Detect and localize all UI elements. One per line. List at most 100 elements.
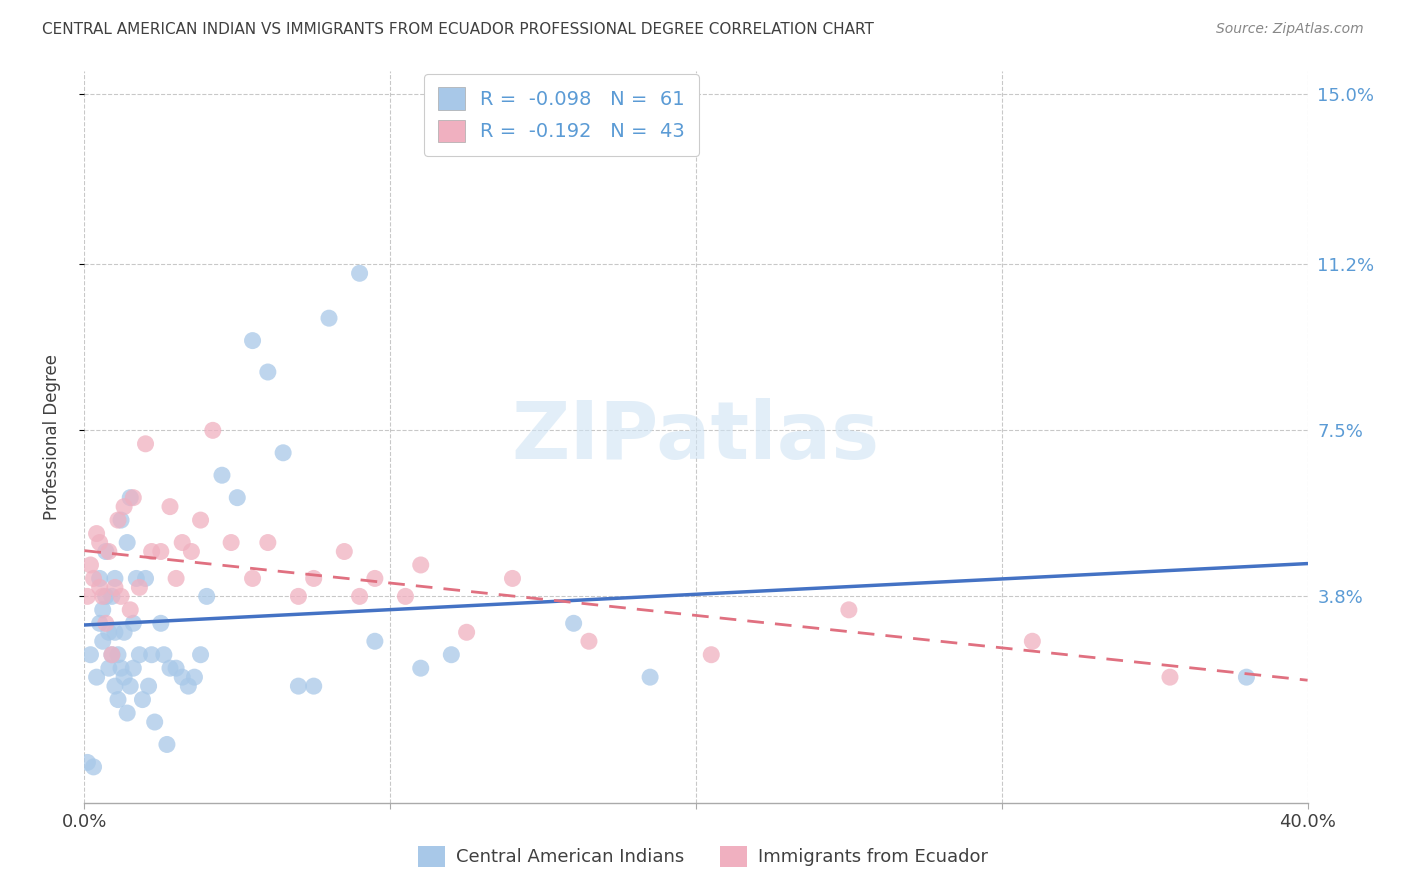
Point (104, 581, 127, 595)
Point (149, 616, 172, 631)
Point (115, 535, 138, 549)
Point (104, 625, 127, 640)
Point (302, 679, 325, 693)
Point (349, 590, 371, 604)
Point (110, 661, 132, 675)
Point (183, 670, 205, 684)
Point (135, 437, 157, 451)
Point (120, 491, 142, 505)
Point (394, 590, 416, 604)
Point (242, 571, 264, 585)
Point (562, 616, 585, 631)
Point (578, 634, 600, 648)
Point (172, 535, 194, 549)
Point (287, 679, 309, 693)
Point (107, 513, 129, 527)
Point (91, 590, 114, 604)
Point (141, 544, 163, 558)
Point (131, 692, 153, 706)
Point (838, 603, 860, 617)
Point (112, 500, 135, 514)
Point (86, 670, 108, 684)
Point (101, 648, 124, 662)
Point (172, 670, 194, 684)
Point (101, 648, 124, 662)
Point (107, 648, 129, 662)
Point (91, 634, 114, 648)
Point (120, 679, 142, 693)
Point (120, 603, 142, 617)
Point (76, 756, 98, 770)
Point (83, 760, 105, 774)
Point (180, 544, 202, 558)
Point (94, 616, 117, 631)
Point (122, 661, 145, 675)
Point (128, 648, 150, 662)
Point (141, 648, 163, 662)
Point (97, 625, 120, 640)
Legend: Central American Indians, Immigrants from Ecuador: Central American Indians, Immigrants fro… (411, 838, 995, 874)
Point (138, 679, 160, 693)
Point (638, 670, 661, 684)
Point (143, 714, 166, 729)
Point (226, 491, 249, 505)
Y-axis label: Professional Degree: Professional Degree (42, 354, 60, 520)
Point (1159, 670, 1181, 684)
Point (165, 661, 187, 675)
Point (409, 558, 432, 572)
Point (101, 590, 124, 604)
Point (1236, 670, 1258, 684)
Point (440, 648, 463, 662)
Point (115, 706, 138, 720)
Point (89, 571, 111, 585)
Point (110, 513, 132, 527)
Point (94, 544, 117, 558)
Point (257, 535, 280, 549)
Text: Source: ZipAtlas.com: Source: ZipAtlas.com (1216, 22, 1364, 37)
Point (409, 661, 432, 675)
Point (107, 692, 129, 706)
Point (97, 661, 120, 675)
Point (211, 468, 233, 483)
Point (79, 558, 101, 572)
Point (97, 544, 120, 558)
Point (190, 648, 212, 662)
Point (1021, 634, 1043, 648)
Point (122, 491, 145, 505)
Point (76, 590, 98, 604)
Point (159, 500, 181, 514)
Point (177, 679, 200, 693)
Point (91, 603, 114, 617)
Point (112, 625, 135, 640)
Point (104, 571, 127, 585)
Point (153, 648, 176, 662)
Point (502, 571, 524, 585)
Point (156, 738, 179, 752)
Point (89, 616, 111, 631)
Point (271, 446, 294, 460)
Point (364, 634, 387, 648)
Point (201, 423, 224, 437)
Point (110, 590, 132, 604)
Point (318, 311, 340, 326)
Point (302, 571, 325, 585)
Point (456, 625, 478, 640)
Point (287, 590, 309, 604)
Point (700, 648, 723, 662)
Point (89, 535, 111, 549)
Point (165, 571, 187, 585)
Point (219, 535, 242, 549)
Point (86, 526, 108, 541)
Point (104, 679, 127, 693)
Point (195, 590, 218, 604)
Point (364, 571, 387, 585)
Point (112, 670, 135, 684)
Point (128, 581, 150, 595)
Point (190, 513, 212, 527)
Text: CENTRAL AMERICAN INDIAN VS IMMIGRANTS FROM ECUADOR PROFESSIONAL DEGREE CORRELATI: CENTRAL AMERICAN INDIAN VS IMMIGRANTS FR… (42, 22, 875, 37)
Point (83, 571, 105, 585)
Point (79, 648, 101, 662)
Point (149, 544, 172, 558)
Point (257, 365, 280, 379)
Point (89, 581, 111, 595)
